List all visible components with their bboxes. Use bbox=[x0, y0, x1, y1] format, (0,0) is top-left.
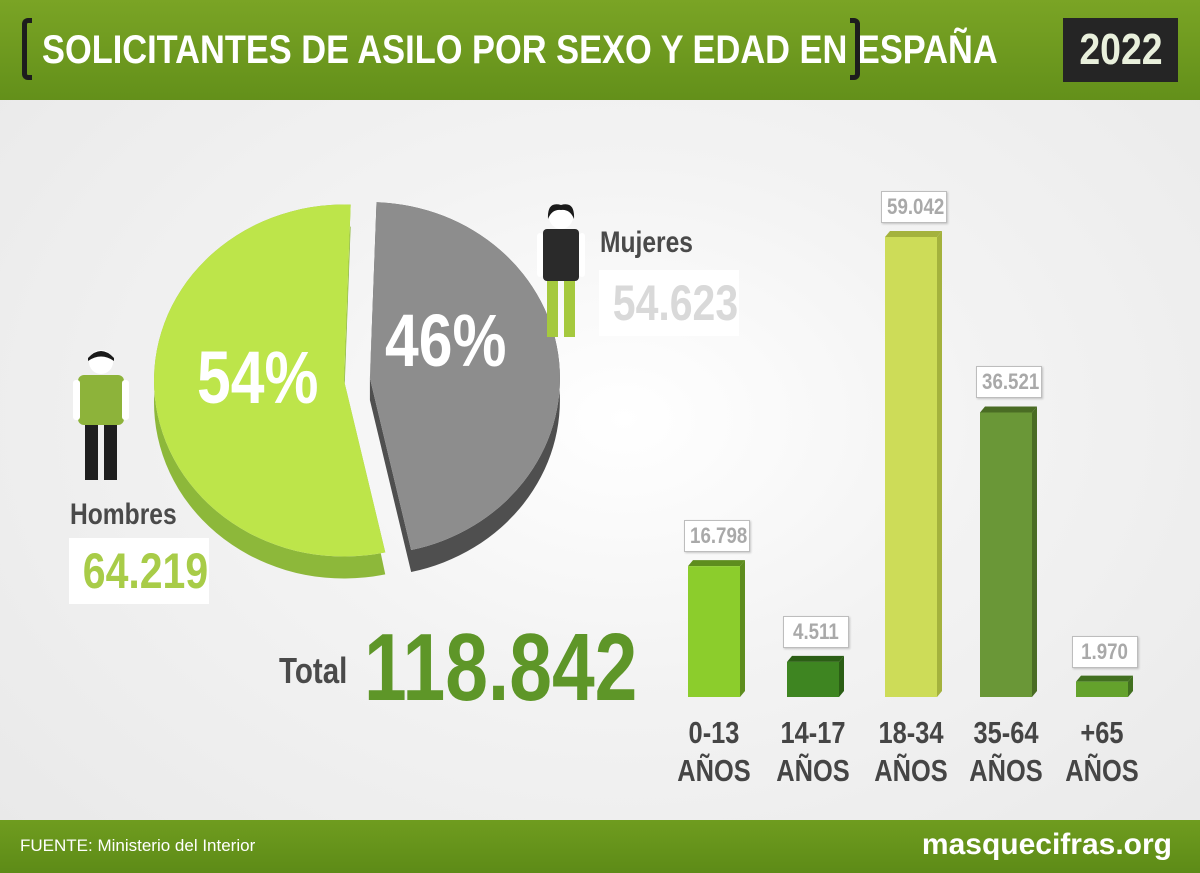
bar-3 bbox=[980, 412, 1032, 697]
bar-value-label-3: 36.521 bbox=[976, 366, 1042, 399]
bar-1 bbox=[787, 661, 839, 697]
bar-side-3 bbox=[1032, 406, 1037, 697]
bar-side-4 bbox=[1128, 675, 1133, 697]
hombres-value-box: 64.219 bbox=[69, 538, 209, 604]
source-text: FUENTE: Ministerio del Interior bbox=[20, 836, 256, 855]
bar-top-1 bbox=[787, 655, 844, 662]
bar-top-2 bbox=[885, 231, 942, 237]
female-figure-icon bbox=[537, 204, 585, 337]
bar-side-0 bbox=[740, 560, 745, 697]
hombres-label: Hombres bbox=[70, 498, 177, 531]
bar-top-4 bbox=[1076, 675, 1133, 682]
pie-label-mujeres: 46% bbox=[385, 299, 507, 382]
bar-category-label-0: 0-13 AÑOS bbox=[677, 715, 751, 788]
bar-top-3 bbox=[980, 406, 1037, 413]
total-value: 118.842 bbox=[364, 614, 638, 721]
year-badge: 2022 bbox=[1063, 18, 1178, 82]
bar-category-label-1: 14-17 AÑOS bbox=[776, 715, 850, 788]
mujeres-value-box: 54.623 bbox=[599, 270, 739, 336]
bar-category-label-2: 18-34 AÑOS bbox=[874, 715, 948, 788]
bar-category-label-4: +65 AÑOS bbox=[1065, 715, 1139, 788]
bar-value-label-1: 4.511 bbox=[783, 615, 849, 648]
site-link[interactable]: masquecifras.org bbox=[921, 828, 1172, 861]
bar-2 bbox=[885, 237, 937, 697]
bar-value-label-2: 59.042 bbox=[881, 191, 947, 223]
bar-side-2 bbox=[937, 231, 942, 697]
pie-slice-hombres bbox=[154, 204, 386, 557]
bar-side-1 bbox=[839, 655, 844, 697]
bar-0 bbox=[688, 566, 740, 697]
footer-bar: FUENTE: Ministerio del Interior masqueci… bbox=[0, 820, 1200, 873]
total-label: Total bbox=[279, 650, 348, 691]
bar-value-label-4: 1.970 bbox=[1072, 635, 1138, 668]
year-label: 2022 bbox=[1078, 25, 1163, 74]
bar-category-label-3: 35-64 AÑOS bbox=[969, 715, 1043, 788]
bar-value-label-0: 16.798 bbox=[684, 520, 750, 553]
mujeres-value: 54.623 bbox=[612, 275, 739, 331]
pie-label-hombres: 54% bbox=[197, 336, 319, 419]
header-bar: SOLICITANTES DE ASILO POR SEXO Y EDAD EN… bbox=[0, 0, 1200, 100]
bar-top-0 bbox=[688, 560, 745, 567]
male-figure-icon bbox=[73, 350, 129, 480]
title-right-bracket bbox=[850, 18, 860, 80]
pie-slice-mujeres bbox=[369, 202, 560, 550]
mujeres-label: Mujeres bbox=[600, 226, 693, 259]
bar-4 bbox=[1076, 681, 1128, 697]
gender-pie-chart bbox=[154, 202, 560, 579]
title-left-bracket bbox=[22, 18, 32, 80]
hombres-value: 64.219 bbox=[82, 543, 209, 599]
